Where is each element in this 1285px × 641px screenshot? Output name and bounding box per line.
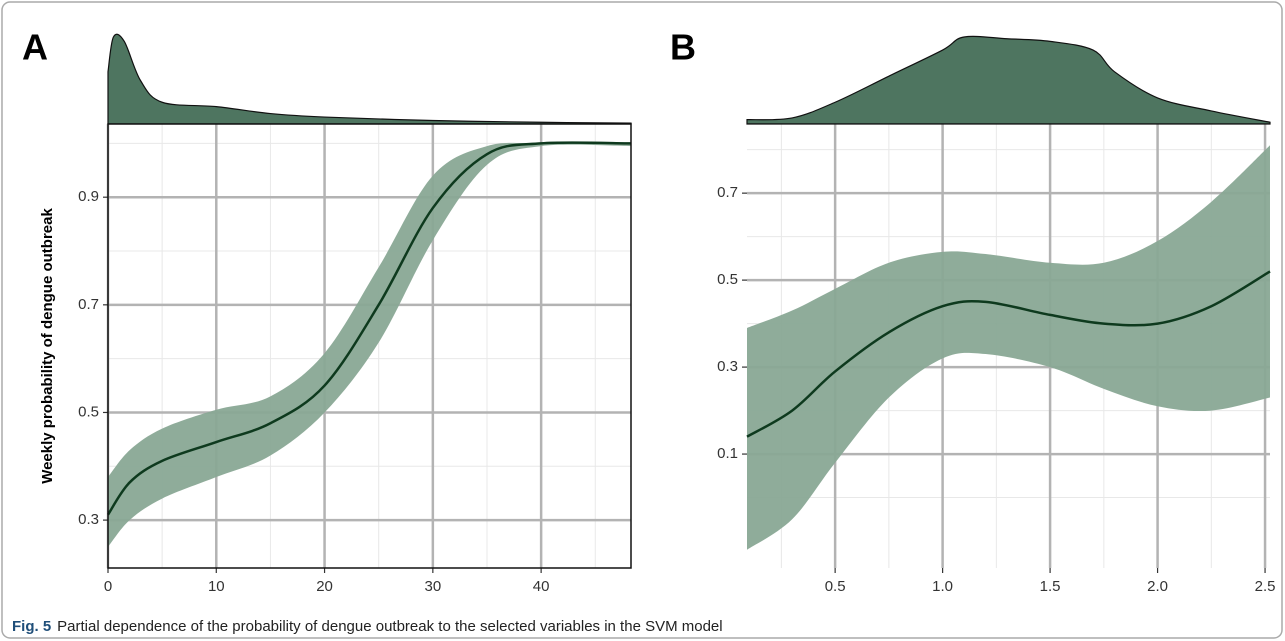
- caption: Fig. 5 Partial dependence of the probabil…: [12, 618, 723, 635]
- confidence-band: [747, 145, 1270, 550]
- panel-label: B: [670, 27, 696, 68]
- density-area: [746, 35, 1271, 125]
- y-tick-label: 0.9: [78, 188, 99, 205]
- x-tick-label: 1.0: [932, 578, 953, 595]
- density-area: [107, 33, 632, 125]
- x-tick-label: 30: [425, 578, 442, 595]
- y-tick-label: 0.1: [717, 445, 738, 462]
- y-tick-label: 0.7: [78, 296, 99, 313]
- x-tick-label: 10: [208, 578, 225, 595]
- y-tick-label: 0.5: [717, 271, 738, 288]
- caption-label: Fig. 5: [12, 618, 51, 635]
- confidence-band: [108, 142, 631, 548]
- x-tick-label: 1.5: [1040, 578, 1061, 595]
- y-tick-label: 0.7: [717, 184, 738, 201]
- panel-label: A: [22, 27, 48, 68]
- plot-frame: [107, 123, 632, 569]
- caption-text: Partial dependence of the probability of…: [57, 618, 722, 635]
- x-tick-label: 0.5: [825, 578, 846, 595]
- y-tick-label: 0.5: [78, 403, 99, 420]
- line: [106, 141, 632, 516]
- x-tick-label: 0: [104, 578, 112, 595]
- line: [746, 270, 1271, 438]
- x-tick-label: 2.0: [1147, 578, 1168, 595]
- x-tick-label: 2.5: [1255, 578, 1276, 595]
- x-tick-label: 40: [533, 578, 550, 595]
- y-tick-label: 0.3: [717, 358, 738, 375]
- x-tick-label: 20: [316, 578, 333, 595]
- y-axis-label: Weekly probability of dengue outbreak: [39, 208, 56, 484]
- y-tick-label: 0.3: [78, 511, 99, 528]
